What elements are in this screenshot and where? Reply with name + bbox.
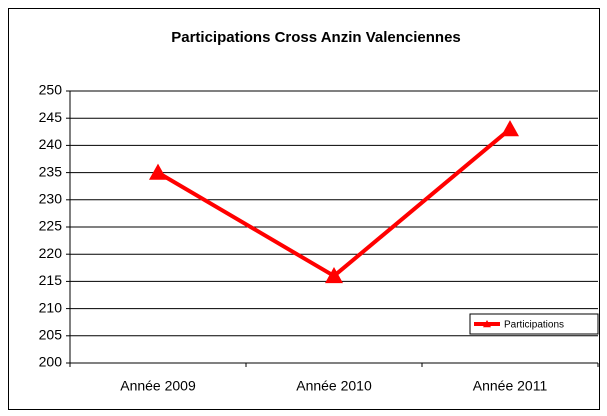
point-marker [149,163,167,180]
chart-title: Participations Cross Anzin Valenciennes [171,29,461,46]
y-tick-label: 220 [39,245,63,261]
y-tick-label: 200 [39,354,63,370]
x-tick-label: Année 2009 [120,378,196,394]
chart-frame [8,8,600,410]
y-tick-label: 250 [39,82,63,98]
legend-marker [483,320,491,328]
y-tick-label: 240 [39,136,63,152]
y-tick-label: 210 [39,299,63,315]
y-tick-label: 225 [39,218,63,234]
point-marker [501,120,519,137]
legend-text: Participations [504,320,564,331]
y-tick-label: 230 [39,191,63,207]
point-marker [325,266,343,284]
x-tick-label: Année 2011 [473,378,548,394]
legend-box [469,313,599,335]
y-tick-label: 245 [39,109,63,125]
y-tick-label: 215 [39,272,63,288]
y-tick-label: 235 [39,163,63,179]
y-tick-label: 205 [39,327,63,343]
x-tick-label: Année 2010 [296,378,372,394]
